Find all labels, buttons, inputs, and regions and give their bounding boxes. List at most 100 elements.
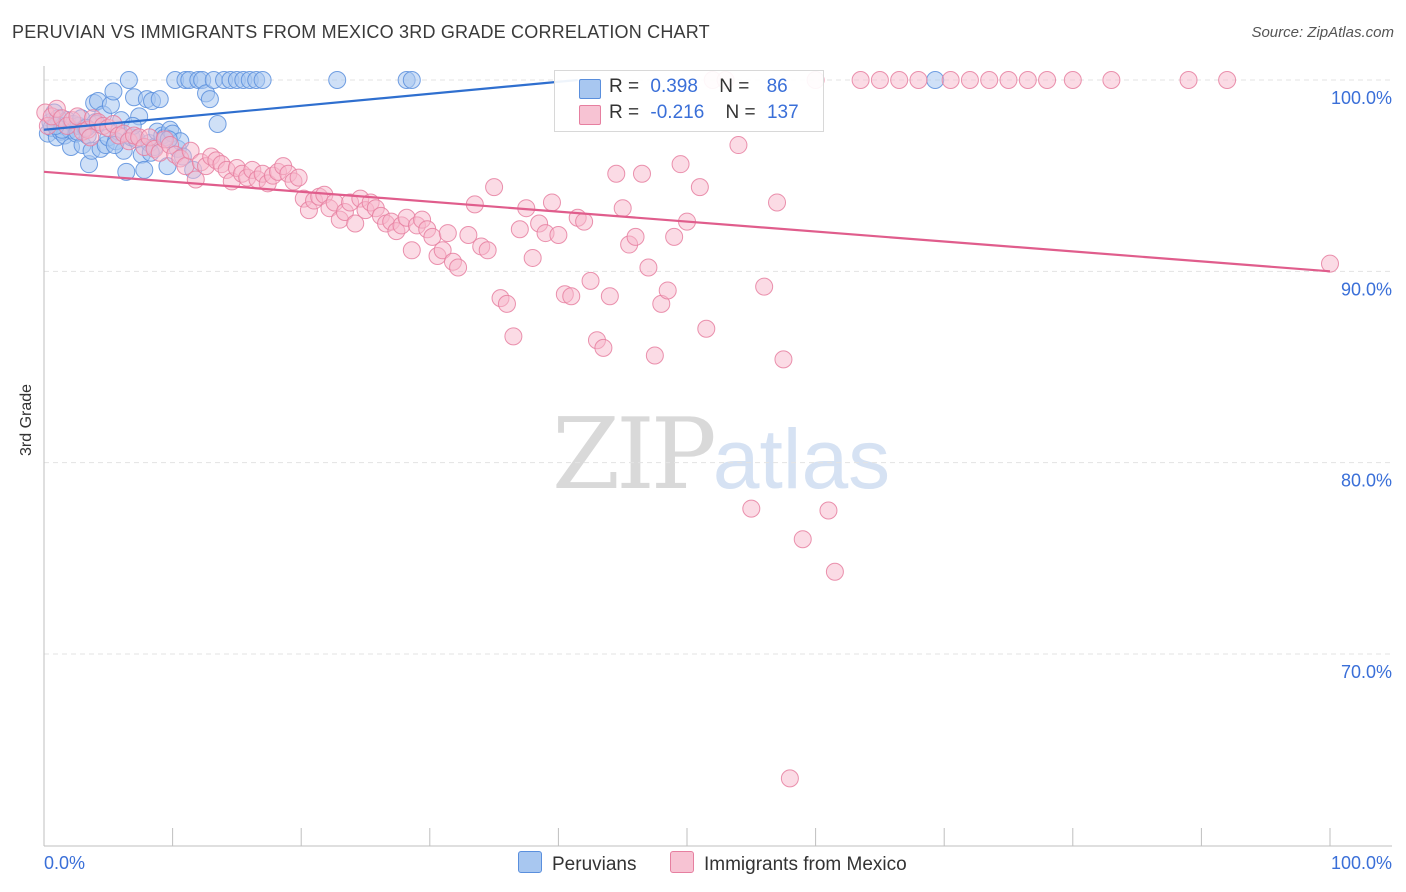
mexico-point <box>289 168 308 187</box>
legend-label-peruvians: Peruvians <box>552 854 637 875</box>
axis-layer <box>43 66 1392 847</box>
legend-swatch-blue <box>518 851 542 873</box>
r-value: -0.216 <box>650 102 705 123</box>
mexico-point <box>562 287 581 306</box>
mexico-point <box>632 164 651 183</box>
legend-swatch-pink <box>670 851 694 873</box>
n-label: N = <box>725 102 756 123</box>
legend-item-mexico[interactable]: Immigrants from Mexico <box>670 851 907 876</box>
mexico-point <box>626 227 645 246</box>
legend-swatch-blue <box>579 79 601 99</box>
y-tick-label: 80.0% <box>1341 471 1392 491</box>
legend-text-peruvians: R = 0.398 N = 86 <box>609 76 788 98</box>
mexico-point <box>639 258 658 277</box>
mexico-point <box>485 178 504 197</box>
mexico-point <box>600 287 619 306</box>
peruvian-point <box>253 71 272 89</box>
peruvian-point <box>328 71 347 89</box>
mexico-point <box>1063 71 1082 89</box>
mexico-point <box>1102 71 1121 89</box>
mexico-point <box>478 241 497 260</box>
n-label: N = <box>719 76 750 97</box>
mexico-point <box>825 562 844 581</box>
mexico-point <box>181 141 200 160</box>
peruvian-point <box>117 162 136 181</box>
watermark-zip: ZIP <box>552 398 717 512</box>
mexico-point <box>909 71 928 89</box>
mexico-point <box>613 199 632 218</box>
mexico-point <box>1321 254 1339 273</box>
mexico-point <box>980 71 999 89</box>
mexico-point <box>497 294 516 313</box>
mexico-point <box>438 224 457 243</box>
x-tick-label-end: 100.0% <box>1331 853 1392 873</box>
mexico-point <box>510 220 529 239</box>
mexico-point <box>459 225 478 244</box>
peruvian-trend-line <box>43 78 578 131</box>
peruvian-point <box>402 71 421 89</box>
mexico-point <box>890 71 909 89</box>
legend-label-mexico: Immigrants from Mexico <box>704 854 907 875</box>
mexico-point <box>819 501 838 520</box>
n-value: 137 <box>766 102 799 123</box>
mexico-point <box>851 71 870 89</box>
mexico-point <box>523 248 542 267</box>
mexico-point <box>697 319 716 338</box>
peruvian-point <box>200 90 219 109</box>
mexico-point <box>1038 71 1057 89</box>
mexico-point <box>449 258 468 277</box>
mexico-point <box>941 71 960 89</box>
mexico-point <box>999 71 1018 89</box>
y-tick-label: 90.0% <box>1341 279 1392 299</box>
r-value: 0.398 <box>650 76 698 97</box>
mexico-point <box>1218 71 1237 89</box>
mexico-point <box>504 327 523 346</box>
mexico-point <box>658 281 677 300</box>
mexico-point <box>665 227 684 246</box>
trend-layer <box>43 78 1331 273</box>
mexico-point <box>742 499 761 518</box>
mexico-point <box>581 271 600 290</box>
peruvian-point <box>135 160 154 179</box>
series-legend: Peruvians Immigrants from Mexico <box>0 851 1406 877</box>
mexico-point <box>1018 71 1037 89</box>
mexico-point <box>346 214 365 233</box>
mexico-point <box>594 338 613 357</box>
mexico-point <box>755 277 774 296</box>
mexico-point <box>960 71 979 89</box>
y-axis-label: 3rd Grade <box>18 383 35 456</box>
peruvian-point <box>926 71 945 89</box>
source-label: Source: ZipAtlas.com <box>1251 24 1394 41</box>
r-label: R = <box>609 102 640 123</box>
y-tick-label: 70.0% <box>1341 662 1392 682</box>
label-layer: 70.0% 80.0% 90.0% 100.0% 0.0% 100.0% <box>44 88 1392 873</box>
watermark-atlas: atlas <box>712 412 891 506</box>
points-layer <box>36 71 1339 788</box>
legend-item-peruvians[interactable]: Peruvians <box>518 851 637 876</box>
mexico-point <box>81 128 100 147</box>
zipatlas-watermark: ZIPatlas <box>552 398 890 512</box>
mexico-point <box>774 350 793 369</box>
mexico-point <box>549 225 568 244</box>
peruvian-point <box>208 115 227 134</box>
mexico-point <box>690 178 709 197</box>
mexico-point <box>433 241 452 260</box>
peruvian-point <box>150 90 169 109</box>
mexico-point <box>793 530 812 549</box>
mexico-point <box>729 136 748 155</box>
r-label: R = <box>609 76 640 97</box>
mexico-point <box>768 193 787 212</box>
correlation-legend: R = 0.398 N = 86 R = -0.216 N = 137 <box>554 70 824 132</box>
legend-swatch-pink <box>579 105 601 125</box>
mexico-point <box>607 164 626 183</box>
y-tick-label: 100.0% <box>1331 88 1392 108</box>
mexico-point <box>402 241 421 260</box>
mexico-trend-line <box>43 170 1331 273</box>
mexico-point <box>645 346 664 365</box>
chart-title: PERUVIAN VS IMMIGRANTS FROM MEXICO 3RD G… <box>12 22 710 42</box>
mexico-point <box>671 155 690 174</box>
mexico-point <box>542 193 561 212</box>
mexico-point <box>1179 71 1198 89</box>
n-value: 86 <box>766 76 788 97</box>
